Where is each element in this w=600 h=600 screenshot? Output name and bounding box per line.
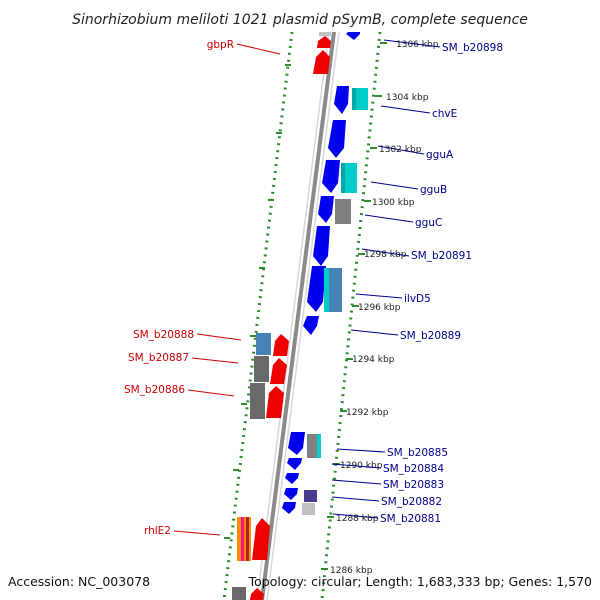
gene-forward xyxy=(313,50,330,74)
gene-label: SM_b20886 xyxy=(124,384,185,396)
gene-label: SM_b20898 xyxy=(442,42,503,54)
gene-category-box xyxy=(302,503,315,515)
gene-reverse xyxy=(285,473,299,484)
gene-label: gguC xyxy=(415,217,442,229)
gene-reverse xyxy=(334,86,349,114)
gene-category-box xyxy=(304,490,317,502)
gene-forward xyxy=(252,518,270,560)
gene-forward xyxy=(250,588,264,600)
tick-label: 1288 kbp xyxy=(336,514,379,524)
gene-reverse xyxy=(303,316,319,335)
gene-category-box xyxy=(256,333,271,355)
forward-gene-labels: gbpR SM_b20888 SM_b20887 SM_b20886 rhlE2 xyxy=(124,39,234,537)
tick-label: 1286 kbp xyxy=(330,566,373,576)
gene-label: ilvD5 xyxy=(404,293,431,305)
gene-reverse xyxy=(282,502,296,514)
map-title: Sinorhizobium meliloti 1021 plasmid pSym… xyxy=(72,12,528,28)
accession-text: Accession: NC_003078 xyxy=(8,574,150,589)
gene-reverse xyxy=(322,160,340,193)
gene-label: chvE xyxy=(432,108,457,120)
gene-label: SM_b20889 xyxy=(400,330,461,342)
gene-reverse xyxy=(346,32,360,40)
forward-leader-lines xyxy=(173,43,281,536)
gene-category-box xyxy=(241,517,244,561)
inner-ring-dots xyxy=(222,31,294,600)
gene-label: SM_b20888 xyxy=(133,329,194,341)
gene-label: rhlE2 xyxy=(144,525,171,537)
reverse-strand-genes xyxy=(282,32,368,515)
gene-category-box xyxy=(254,356,269,382)
tick-label: 1292 kbp xyxy=(346,408,389,418)
summary-text: Topology: circular; Length: 1,683,333 bp… xyxy=(248,574,592,589)
tick-label: 1296 kbp xyxy=(358,303,401,313)
backbone xyxy=(260,31,336,600)
gene-label: SM_b20887 xyxy=(128,352,189,364)
gene-category-box xyxy=(324,268,329,312)
gene-reverse xyxy=(328,120,346,158)
gene-reverse xyxy=(287,458,302,470)
gene-label: SM_b20891 xyxy=(411,250,472,262)
gene-category-box xyxy=(246,517,249,561)
gene-reverse xyxy=(288,432,305,455)
gene-label: SM_b20885 xyxy=(387,447,448,459)
gene-forward xyxy=(270,358,287,384)
tick-label: 1298 kbp xyxy=(364,250,407,260)
tick-label: 1304 kbp xyxy=(386,93,429,103)
tick-label: 1300 kbp xyxy=(372,198,415,208)
reverse-leader-lines xyxy=(331,39,441,519)
gene-category-box xyxy=(250,383,265,419)
gene-forward xyxy=(273,334,289,356)
gene-label: SM_b20884 xyxy=(383,463,444,475)
forward-strand-genes xyxy=(232,32,331,600)
gene-reverse xyxy=(313,226,330,266)
gene-label: SM_b20881 xyxy=(380,513,441,525)
gene-category-box xyxy=(335,199,351,224)
inner-tick-marks xyxy=(224,64,291,539)
gene-label: SM_b20882 xyxy=(381,496,442,508)
gene-category-box xyxy=(317,434,321,458)
gene-category-box xyxy=(352,88,356,110)
reverse-gene-labels: SM_b20898 chvE gguA gguB gguC SM_b20891 … xyxy=(380,42,503,525)
gene-label: gguA xyxy=(426,149,454,161)
tick-label: 1294 kbp xyxy=(352,355,395,365)
gene-category-box xyxy=(232,587,246,600)
gene-reverse xyxy=(318,196,334,223)
gene-reverse xyxy=(284,488,298,500)
gene-forward xyxy=(266,386,284,418)
gene-label: gbpR xyxy=(207,39,234,51)
tick-label: 1306 kbp xyxy=(396,40,439,50)
gene-label: gguB xyxy=(420,184,447,196)
gene-label: SM_b20883 xyxy=(383,479,444,491)
backbone-outline xyxy=(266,31,340,600)
gene-category-box xyxy=(319,32,331,36)
gene-reverse xyxy=(307,266,326,312)
backbone-outline xyxy=(256,31,330,600)
gene-forward xyxy=(317,36,331,48)
gene-category-box xyxy=(341,163,345,193)
